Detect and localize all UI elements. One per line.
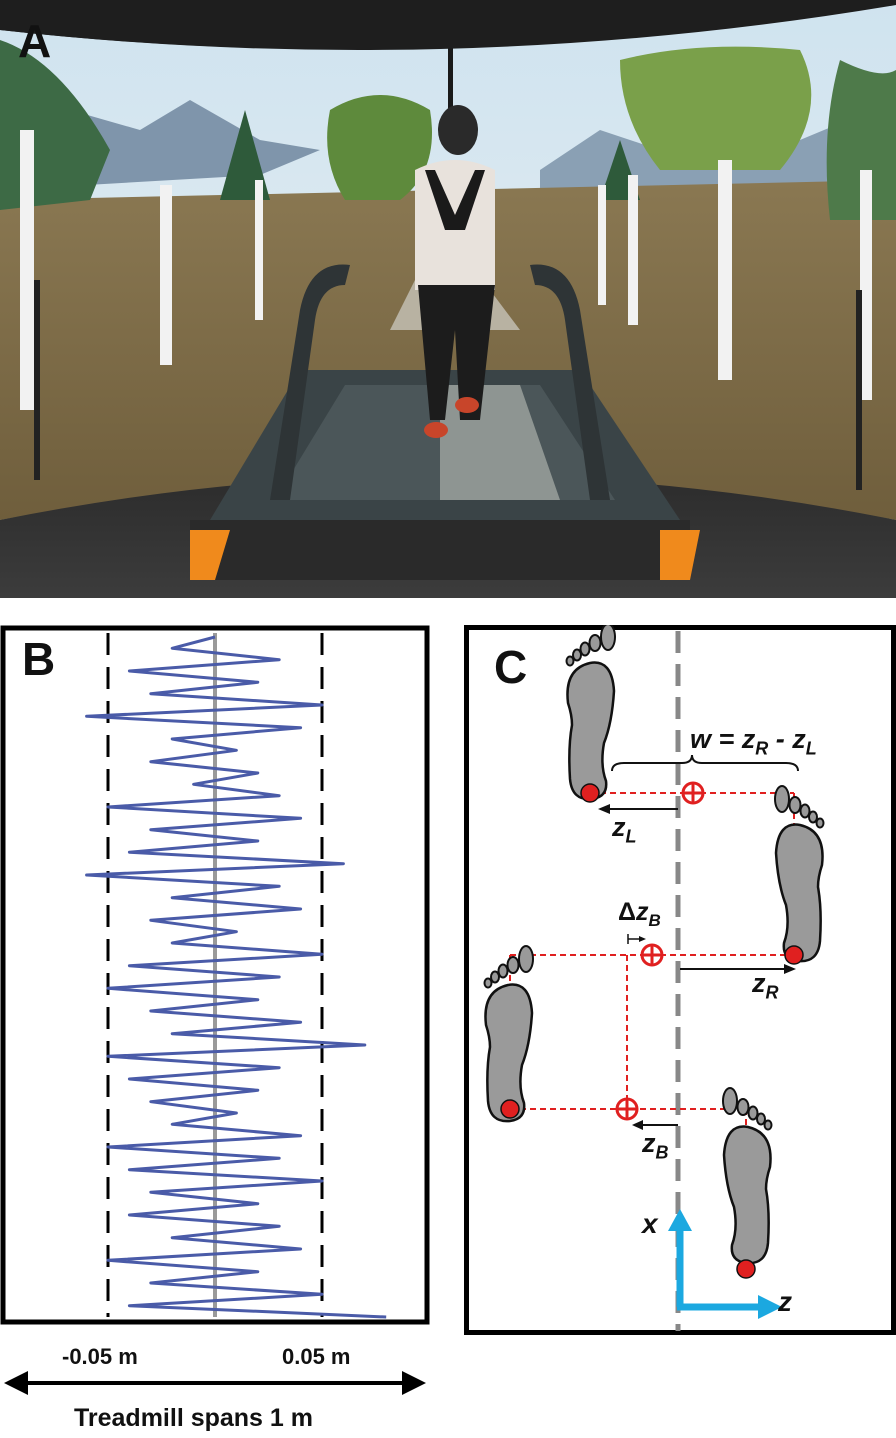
heel-marker-left-lower bbox=[500, 1099, 520, 1119]
dzb-main: z bbox=[635, 898, 649, 926]
zb-sub: B bbox=[655, 1142, 669, 1163]
zl-sub: L bbox=[625, 826, 637, 847]
zl-label: zL bbox=[612, 812, 637, 847]
treadmill-photo bbox=[0, 0, 896, 598]
dzb-delta: Δ bbox=[618, 898, 636, 926]
zr-main: z bbox=[752, 968, 766, 998]
axis-z-label: z bbox=[778, 1286, 792, 1317]
span-label: Treadmill spans 1 m bbox=[74, 1404, 313, 1432]
left-tick-label: -0.05 m bbox=[62, 1344, 138, 1369]
width-brace bbox=[611, 754, 799, 772]
span-arrow-right-head bbox=[402, 1371, 426, 1395]
com-marker-lower bbox=[615, 1097, 639, 1121]
heel-marker-right-bottom bbox=[736, 1259, 756, 1279]
zr-label: zR bbox=[752, 968, 779, 1003]
width-eq-mid: - z bbox=[768, 724, 806, 754]
trajectory-trace bbox=[85, 635, 387, 1319]
axis-x-label: x bbox=[642, 1208, 658, 1239]
dzb-label: ΔzB bbox=[618, 898, 661, 931]
zl-arrow-head bbox=[598, 804, 610, 814]
com-marker-middle bbox=[640, 943, 664, 967]
heel-marker-right-middle bbox=[784, 945, 804, 965]
width-equation: w = zR - zL bbox=[690, 724, 817, 759]
panel-a-label: A bbox=[18, 15, 52, 67]
zb-main: z bbox=[642, 1128, 656, 1158]
zb-arrow-head bbox=[632, 1120, 643, 1130]
panel-c-label: C bbox=[494, 641, 528, 693]
span-arrow-left-head bbox=[4, 1371, 28, 1395]
dzb-arrow-head bbox=[639, 936, 646, 942]
zl-main: z bbox=[612, 812, 626, 842]
width-eq-sub-l: L bbox=[805, 738, 817, 759]
zr-arrow-head bbox=[784, 964, 796, 974]
width-eq-sub-r: R bbox=[755, 738, 769, 759]
zb-label: zB bbox=[642, 1128, 669, 1163]
com-marker-top bbox=[681, 781, 705, 805]
right-tick-label: 0.05 m bbox=[282, 1344, 351, 1369]
dzb-sub: B bbox=[648, 911, 661, 930]
heel-marker-left-top bbox=[580, 783, 600, 803]
panel-b-chart bbox=[0, 625, 430, 1395]
panel-b-label: B bbox=[22, 633, 56, 685]
width-eq-w: w = z bbox=[690, 724, 756, 754]
panel-c-diagram bbox=[464, 625, 896, 1335]
coordinate-axes bbox=[668, 1209, 782, 1319]
zr-sub: R bbox=[765, 982, 779, 1003]
